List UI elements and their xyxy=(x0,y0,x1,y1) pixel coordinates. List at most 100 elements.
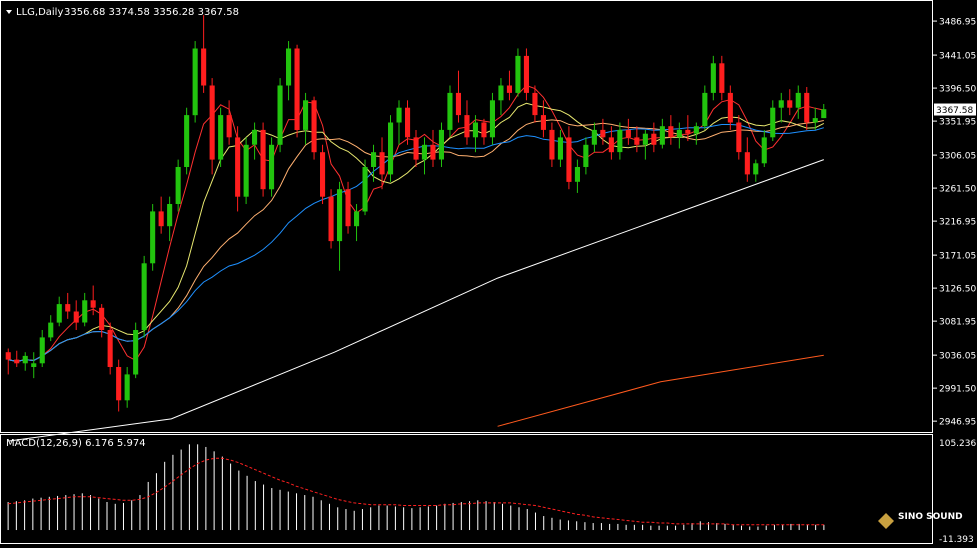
candle-body xyxy=(201,48,207,86)
candle-body xyxy=(736,122,742,153)
candle-body xyxy=(396,107,402,123)
candle-body xyxy=(685,129,691,134)
candle-body xyxy=(617,129,623,153)
candle-body xyxy=(642,133,648,145)
candle-body xyxy=(489,100,495,138)
candle-body xyxy=(557,137,563,160)
candle-body xyxy=(405,107,411,138)
candle-body xyxy=(413,137,419,160)
candle-body xyxy=(82,300,88,323)
candle-body xyxy=(303,100,309,130)
candle-body xyxy=(438,129,444,160)
candle-body xyxy=(523,55,529,93)
macd-signal-line xyxy=(8,457,824,526)
logo-diamond-icon xyxy=(878,513,894,529)
candle-body xyxy=(719,63,725,93)
candle-body xyxy=(515,55,521,93)
candle-body xyxy=(252,129,258,145)
candle-body xyxy=(753,163,759,175)
dropdown-arrow-icon[interactable] xyxy=(6,10,12,14)
candle-body xyxy=(591,129,597,145)
candle-body xyxy=(600,129,606,138)
candle-body xyxy=(371,152,377,167)
candle-body xyxy=(668,126,674,138)
ohlc-label: 3356.68 3374.58 3356.28 3367.58 xyxy=(64,7,239,18)
candle-body xyxy=(532,92,538,116)
y-tick-label: 3126.50 xyxy=(939,285,976,295)
y-tick-label: 3441.05 xyxy=(939,52,976,62)
candle-body xyxy=(727,92,733,123)
candle-body xyxy=(608,137,614,153)
candle-body xyxy=(65,304,71,312)
candle-body xyxy=(56,304,62,323)
candle-body xyxy=(625,129,631,138)
sino-sound-logo: SINO SOUND xyxy=(878,512,963,529)
y-tick-label: 3396.50 xyxy=(939,85,976,95)
long-ma-orangered-line xyxy=(497,354,824,427)
candle-body xyxy=(634,137,640,145)
candle-body xyxy=(506,85,512,93)
candle-body xyxy=(226,115,232,138)
candle-body xyxy=(455,92,461,116)
candle-body xyxy=(787,100,793,108)
candle-body xyxy=(14,359,20,364)
candle-body xyxy=(31,363,37,367)
candle-body xyxy=(22,355,28,364)
candle-body xyxy=(150,211,156,264)
candle-body xyxy=(702,92,708,127)
candle-body xyxy=(710,63,716,93)
watermark-text: SINO SOUND xyxy=(898,512,963,522)
price-axis: 3486.95 3441.05 3396.50 3351.95 3306.05 3261.… xyxy=(933,18,976,545)
candle-body xyxy=(328,196,334,242)
candle-body xyxy=(167,204,173,227)
macd-panel[interactable] xyxy=(7,444,825,531)
y-tick-label: 2946.95 xyxy=(939,418,976,428)
candle-body xyxy=(574,167,580,182)
candle-body xyxy=(235,137,241,197)
y-tick-label: 3261.50 xyxy=(939,185,976,195)
candle-body xyxy=(345,189,351,227)
candle-body xyxy=(540,115,546,130)
candle-body xyxy=(116,367,122,401)
candle-body xyxy=(804,92,810,123)
y-tick-label: 2991.50 xyxy=(939,385,976,395)
candle-body xyxy=(693,126,699,134)
candle-body xyxy=(778,100,784,108)
candle-body xyxy=(133,330,139,375)
candle-body xyxy=(141,263,147,330)
price-panel[interactable] xyxy=(5,15,827,442)
y-tick-label: 3351.95 xyxy=(939,118,976,128)
candle-body xyxy=(5,352,11,360)
y-tick-label: 3306.05 xyxy=(939,152,976,162)
last-price-tag xyxy=(934,103,976,116)
candle-body xyxy=(447,92,453,130)
candle-body xyxy=(192,48,198,116)
candle-body xyxy=(218,115,224,160)
candle-body xyxy=(379,152,385,175)
candle-body xyxy=(277,85,283,145)
candle-body xyxy=(320,152,326,197)
candle-body xyxy=(158,211,164,227)
candle-body xyxy=(362,167,368,212)
candle-body xyxy=(39,337,45,364)
symbol-label: LLG,Daily xyxy=(16,7,63,18)
candle-body xyxy=(821,109,827,119)
candle-body xyxy=(795,92,801,108)
macd-label: MACD(12,26,9) 6.176 5.974 xyxy=(6,438,146,449)
candle-body xyxy=(761,137,767,164)
y-tick-label: 3486.95 xyxy=(939,18,976,28)
candle-body xyxy=(184,115,190,167)
candle-body xyxy=(124,374,130,401)
candle-body xyxy=(676,129,682,138)
candle-body xyxy=(260,129,266,190)
candle-body xyxy=(311,100,317,153)
candle-body xyxy=(549,129,555,160)
candle-body xyxy=(48,322,54,338)
candle-body xyxy=(388,122,394,175)
main-panel-frame xyxy=(0,0,933,433)
macd-max-label: 105.236 xyxy=(939,439,976,449)
y-tick-label: 3171.05 xyxy=(939,252,976,262)
macd-min-label: -11.393 xyxy=(939,535,974,544)
